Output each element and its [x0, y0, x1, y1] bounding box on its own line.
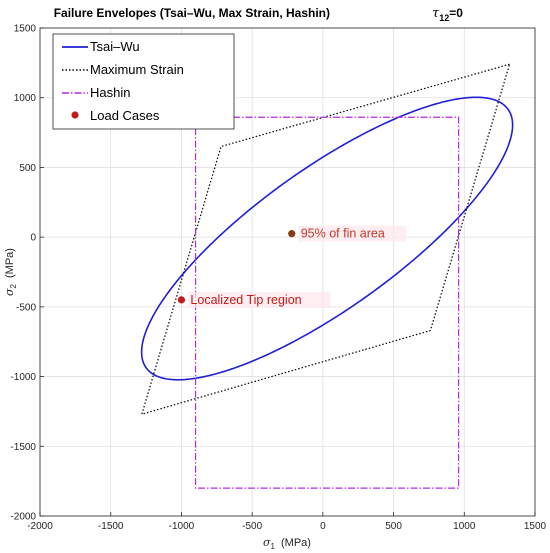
y-tick-label: -1500: [10, 442, 36, 453]
x-tick-label: 1000: [453, 521, 476, 532]
y-tick-label: -500: [16, 302, 36, 313]
axis-ticks: -2000 -1500 -1000 -500 0 500 1000 1500 -2000 -150…: [10, 24, 546, 533]
x-tick-label: 0: [320, 521, 326, 532]
hashin-envelope: [194, 116, 460, 489]
tau-symbol: τ: [432, 6, 440, 21]
load-case-label: Localized Tip region: [190, 293, 301, 307]
y-tick-label: 0: [30, 233, 36, 244]
x-tick-label: -500: [242, 521, 262, 532]
y-tick-label: -1000: [10, 372, 36, 383]
legend-swatch-load-cases: [71, 111, 79, 119]
legend-label-hashin: Hashin: [90, 85, 130, 100]
x-tick-label: -1000: [169, 521, 195, 532]
x-axis-subscript: 1: [271, 542, 276, 551]
load-case-label-background: [188, 291, 331, 308]
y-axis-title: σ2 (MPa): [3, 248, 18, 296]
maximum-strain-envelope: [140, 63, 511, 416]
y-tick-label: 1500: [14, 24, 37, 35]
x-axis-title: σ1 (MPa): [263, 536, 311, 551]
load-case-label-background: [298, 225, 407, 242]
legend-label-load-cases: Load Cases: [90, 108, 160, 123]
load-case-marker: [288, 230, 296, 238]
tau-value: =0: [449, 6, 463, 20]
series-layer: [140, 63, 514, 489]
load-case-points: Localized Tip region 95% of fin area: [177, 225, 407, 308]
chart-title-tau: τ12=0: [432, 6, 463, 23]
y-axis-symbol: σ: [3, 288, 16, 296]
x-axis-symbol: σ: [263, 536, 271, 549]
legend-box: [52, 33, 235, 130]
tau-subscript: 12: [439, 13, 449, 23]
x-tick-label: 500: [385, 521, 402, 532]
y-tick-label: 500: [19, 163, 36, 174]
tsai-wu-envelope: [140, 96, 514, 381]
y-tick-label: 1000: [14, 93, 37, 104]
chart-title: Failure Envelopes (Tsai–Wu, Max Strain, …: [54, 6, 330, 20]
plot-frame: [39, 27, 536, 517]
y-axis-subscript: 2: [9, 283, 18, 288]
y-tick-label: -2000: [10, 512, 36, 523]
legend-label-maximum-strain: Maximum Strain: [90, 62, 184, 77]
load-case-marker: [177, 296, 186, 304]
legend-label-tsai-wu: Tsai–Wu: [90, 39, 140, 54]
load-case-label: 95% of fin area: [301, 227, 385, 241]
y-axis-unit: (MPa): [4, 248, 16, 278]
x-tick-label: 1500: [524, 521, 547, 532]
x-tick-label: -2000: [27, 521, 53, 532]
x-axis-unit: (MPa): [281, 537, 311, 549]
x-tick-label: -1500: [98, 521, 124, 532]
legend: Tsai–Wu Maximum Strain Hashin Load Cases: [52, 33, 235, 130]
